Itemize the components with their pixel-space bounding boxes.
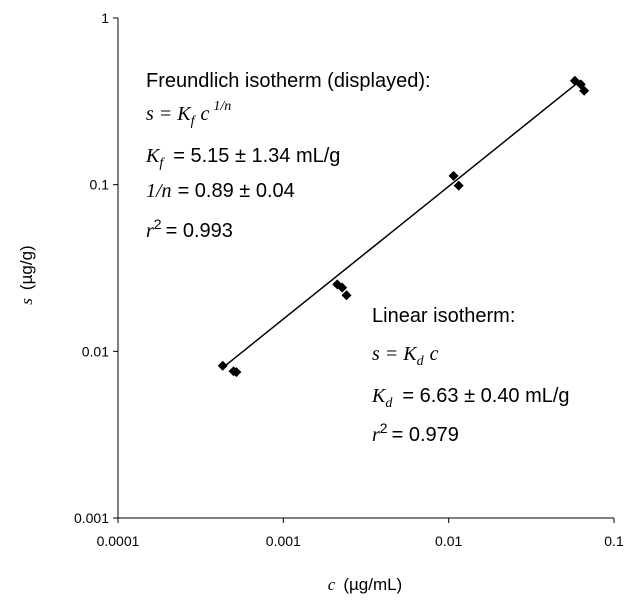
y-axis-label: s (µg/g) (17, 245, 36, 304)
r2-sup: 2 (154, 216, 162, 232)
eq-sub: d (417, 354, 425, 369)
eq-part: s = K (372, 343, 418, 365)
eq-part: c (430, 343, 439, 365)
eq-part: s = K (146, 103, 192, 125)
y-tick-label: 0.1 (90, 177, 110, 193)
kf-sub: f (159, 156, 165, 171)
kf-symbol: K (145, 145, 161, 167)
linear-kd: Kd = 6.63 ± 0.40 mL/g (371, 385, 570, 411)
n-symbol: 1/n (146, 180, 172, 202)
y-label-unit: (µg/g) (17, 245, 36, 290)
y-label-symbol: s (17, 298, 36, 305)
x-tick-label: 0.001 (266, 533, 301, 549)
data-point (337, 282, 348, 293)
fit-line (225, 81, 580, 366)
freundlich-r2: r2 = 0.993 (146, 216, 233, 242)
r2-symbol: r (372, 424, 380, 446)
linear-equation: s = Kd c (372, 343, 439, 369)
y-tick-label: 1 (101, 10, 109, 26)
kf-value: = 5.15 ± 1.34 mL/g (173, 145, 340, 167)
x-tick-label: 0.0001 (97, 533, 140, 549)
x-label-symbol: c (328, 575, 336, 594)
r2-sup: 2 (380, 420, 388, 436)
n-value: = 0.89 ± 0.04 (178, 180, 295, 202)
kd-sub: d (385, 396, 393, 411)
y-tick-label: 0.01 (82, 343, 109, 359)
r2-symbol: r (146, 220, 154, 242)
kd-symbol: K (371, 385, 387, 407)
data-point (453, 180, 464, 191)
eq-part: c (201, 103, 210, 125)
data-point (448, 170, 459, 181)
freundlich-n: 1/n = 0.89 ± 0.04 (146, 180, 295, 202)
eq-sup: 1/n (213, 99, 231, 114)
x-label-unit: (µg/mL) (343, 575, 402, 594)
data-point (341, 290, 352, 301)
freundlich-equation: s = Kf c 1/n (146, 99, 231, 129)
freundlich-kf: Kf = 5.15 ± 1.34 mL/g (145, 145, 340, 171)
kd-value: = 6.63 ± 0.40 mL/g (402, 385, 569, 407)
r2-value: = 0.993 (166, 220, 233, 242)
data-point (579, 85, 590, 96)
x-axis-label: c (µg/mL) (328, 575, 402, 594)
linear-title: Linear isotherm: (372, 305, 515, 327)
freundlich-title: Freundlich isotherm (displayed): (146, 70, 431, 92)
data-point (231, 367, 242, 378)
linear-r2: r2 = 0.979 (372, 420, 459, 446)
data-point (217, 360, 228, 371)
y-tick-label: 0.001 (74, 510, 109, 526)
eq-sub: f (191, 114, 197, 129)
x-tick-label: 0.01 (435, 533, 462, 549)
x-tick-label: 0.1 (604, 533, 624, 549)
r2-value: = 0.979 (392, 424, 459, 446)
